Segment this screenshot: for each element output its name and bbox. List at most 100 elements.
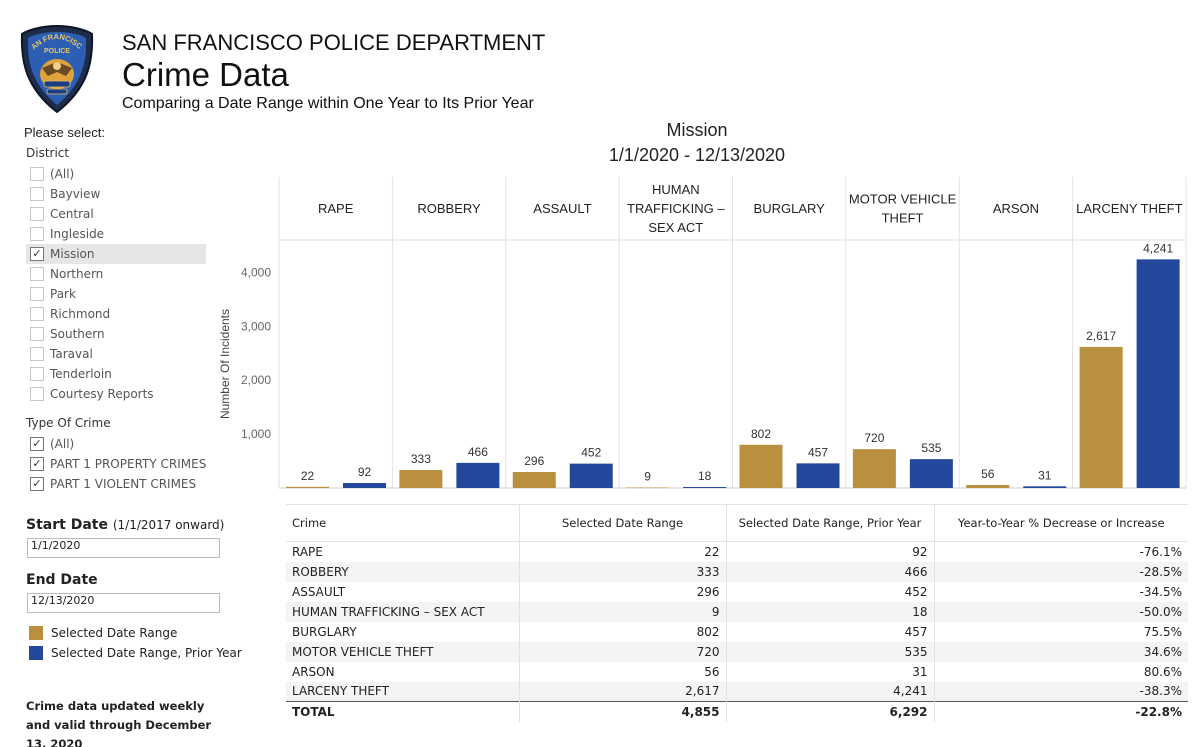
district-option-label: Central [50, 207, 94, 221]
legend-swatch-selected [29, 626, 43, 640]
district-option-ingleside[interactable]: Ingleside [26, 224, 206, 244]
district-option-park[interactable]: Park [26, 284, 206, 304]
checkbox[interactable] [30, 327, 44, 341]
checkbox[interactable] [30, 347, 44, 361]
y-tick-label: 1,000 [241, 427, 271, 441]
crime-type-option-part-1-property-crimes[interactable]: ✓ PART 1 PROPERTY CRIMES [26, 454, 206, 474]
table-header-row: Crime Selected Date Range Selected Date … [286, 504, 1188, 542]
bar-value-label: 802 [751, 427, 771, 441]
district-option-bayview[interactable]: Bayview [26, 184, 206, 204]
district-filter-label: District [26, 146, 70, 160]
checkbox[interactable]: ✓ [30, 457, 44, 471]
end-date-title: End Date [26, 572, 98, 588]
district-option-central[interactable]: Central [26, 204, 206, 224]
end-date-label: End Date [26, 572, 98, 588]
legend-label-prior: Selected Date Range, Prior Year [51, 646, 242, 660]
change-cell: -38.3% [933, 681, 1188, 702]
col-header-change: Year-to-Year % Decrease or Increase [933, 504, 1188, 542]
bar-value-label: 720 [864, 431, 884, 445]
district-option-richmond[interactable]: Richmond [26, 304, 206, 324]
district-option-label: Bayview [50, 187, 101, 201]
bar-prior [456, 462, 500, 488]
checkbox[interactable] [30, 267, 44, 281]
checkbox[interactable]: ✓ [30, 247, 44, 261]
legend-item-prior: Selected Date Range, Prior Year [29, 646, 242, 660]
prior-cell: 31 [725, 661, 934, 682]
crime-type-option-label: (All) [50, 437, 75, 451]
total-label-cell: TOTAL [286, 701, 519, 722]
district-option-southern[interactable]: Southern [26, 324, 206, 344]
selected-cell: 22 [518, 541, 726, 562]
y-tick-label: 2,000 [241, 373, 271, 387]
district-option-label: Taraval [50, 347, 93, 361]
district-option-label: Northern [50, 267, 104, 281]
prior-cell: 466 [725, 561, 934, 582]
crime-comparison-table: Crime Selected Date Range Selected Date … [286, 504, 1188, 722]
crime-cell: ARSON [292, 664, 335, 679]
category-header: THEFT [882, 211, 924, 226]
bar-value-label: 9 [644, 470, 651, 484]
bar-value-label: 2,617 [1086, 329, 1116, 343]
end-date-input[interactable]: 12/13/2020 [27, 593, 220, 613]
district-option-courtesy-reports[interactable]: Courtesy Reports [26, 384, 206, 404]
prior-cell: 535 [725, 641, 934, 662]
checkbox[interactable]: ✓ [30, 477, 44, 491]
category-header: ASSAULT [533, 201, 591, 216]
checkbox[interactable] [30, 227, 44, 241]
start-date-input[interactable]: 1/1/2020 [27, 538, 220, 558]
page-subtitle: Comparing a Date Range within One Year t… [122, 95, 534, 112]
bar-selected [739, 444, 783, 488]
checkbox[interactable] [30, 287, 44, 301]
district-option-tenderloin[interactable]: Tenderloin [26, 364, 206, 384]
checkbox[interactable] [30, 387, 44, 401]
table-row: ARSON 56 31 80.6% [286, 661, 1188, 682]
checkbox[interactable] [30, 367, 44, 381]
selected-cell: 56 [518, 661, 726, 682]
change-cell: 75.5% [933, 621, 1188, 642]
prior-cell: 452 [725, 581, 934, 602]
change-cell: -34.5% [933, 581, 1188, 602]
category-header: BURGLARY [754, 201, 826, 216]
start-date-value: 1/1/2020 [31, 539, 81, 552]
table-row: HUMAN TRAFFICKING – SEX ACT 9 18 -50.0% [286, 601, 1188, 622]
category-header: RAPE [318, 201, 354, 216]
prior-cell: 457 [725, 621, 934, 642]
checkbox[interactable] [30, 167, 44, 181]
category-header: HUMAN [652, 182, 700, 197]
legend-label-selected: Selected Date Range [51, 626, 178, 640]
y-tick-label: 4,000 [241, 265, 271, 279]
category-header: ROBBERY [417, 201, 481, 216]
legend-swatch-prior [29, 646, 43, 660]
bar-selected [626, 487, 670, 489]
data-update-footnote: Crime data updated weekly and valid thro… [26, 699, 212, 747]
selected-cell: 802 [518, 621, 726, 642]
category-header: MOTOR VEHICLE [849, 192, 957, 207]
district-option-label: Courtesy Reports [50, 387, 154, 401]
bar-value-label: 457 [808, 445, 828, 459]
bar-value-label: 296 [524, 454, 544, 468]
chart-date-range: 1/1/2020 - 12/13/2020 [608, 145, 786, 165]
district-option-all[interactable]: (All) [26, 164, 206, 184]
start-date-note: (1/1/2017 onward) [112, 518, 225, 532]
bar-selected [399, 470, 443, 488]
checkbox[interactable]: ✓ [30, 437, 44, 451]
change-cell: 80.6% [933, 661, 1188, 682]
bar-value-label: 92 [358, 465, 372, 479]
crime-type-option-part-1-violent-crimes[interactable]: ✓ PART 1 VIOLENT CRIMES [26, 474, 206, 494]
crime-type-option-all[interactable]: ✓ (All) [26, 434, 206, 454]
total-prior-cell: 6,292 [725, 701, 934, 722]
bar-prior [909, 459, 953, 488]
crime-type-option-label: PART 1 VIOLENT CRIMES [50, 477, 197, 491]
col-header-prior: Selected Date Range, Prior Year [725, 504, 934, 542]
checkbox[interactable] [30, 307, 44, 321]
table-row: BURGLARY 802 457 75.5% [286, 621, 1188, 642]
y-tick-label: 3,000 [241, 319, 271, 333]
checkbox[interactable] [30, 207, 44, 221]
district-option-mission[interactable]: ✓ Mission [26, 244, 206, 264]
district-option-taraval[interactable]: Taraval [26, 344, 206, 364]
total-change-cell: -22.8% [933, 701, 1188, 722]
crime-cell: MOTOR VEHICLE THEFT [286, 641, 519, 662]
checkbox[interactable] [30, 187, 44, 201]
district-option-northern[interactable]: Northern [26, 264, 206, 284]
bar-prior [683, 487, 727, 488]
